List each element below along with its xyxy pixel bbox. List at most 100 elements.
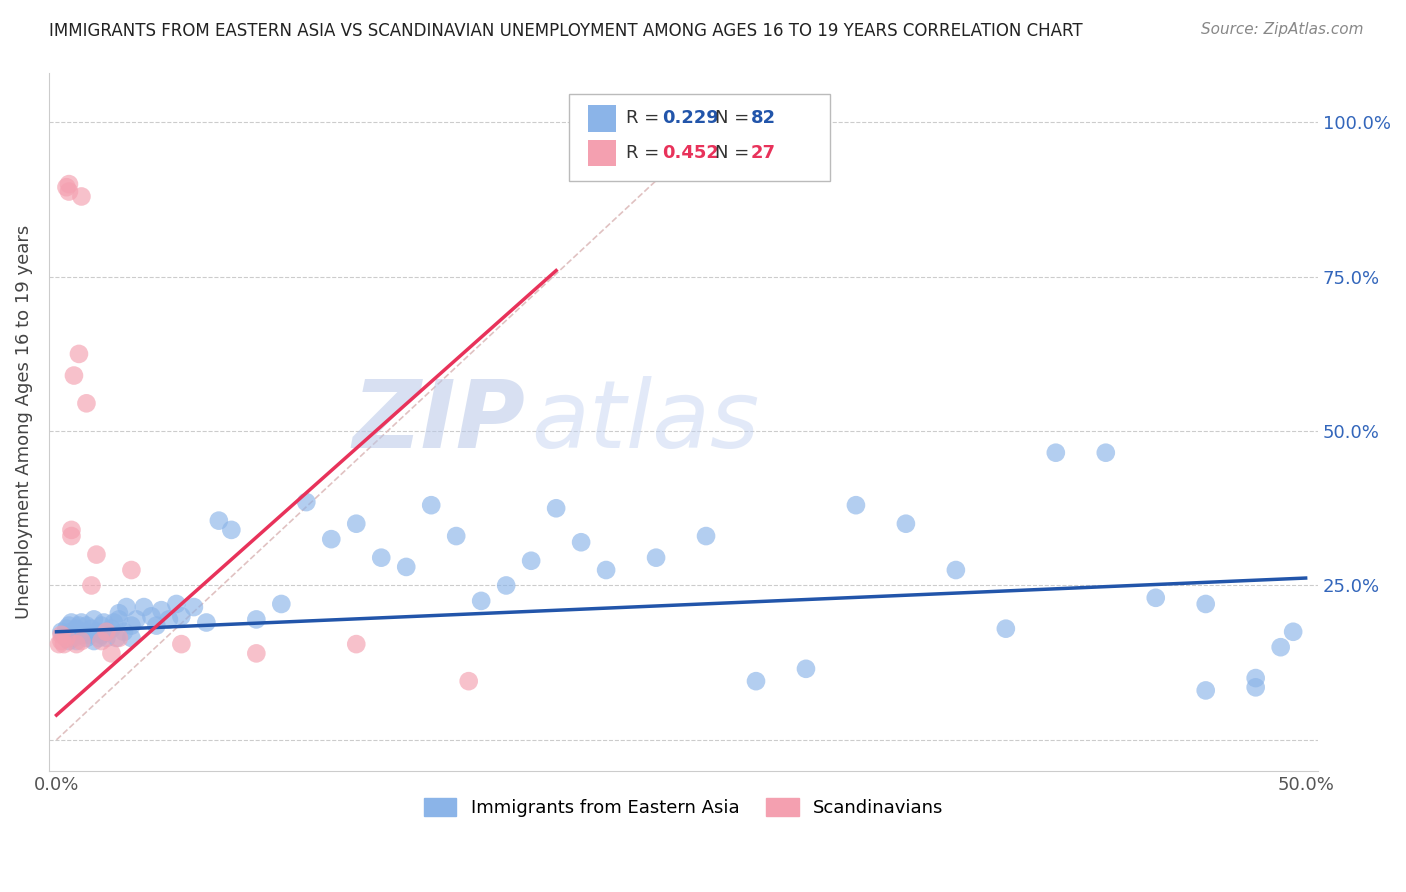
Point xyxy=(444,529,467,543)
Point xyxy=(80,622,103,636)
Point xyxy=(70,189,93,203)
Point xyxy=(120,563,142,577)
Point xyxy=(945,563,967,577)
Point xyxy=(65,637,87,651)
Point xyxy=(75,396,97,410)
Point xyxy=(645,550,668,565)
Point xyxy=(344,637,367,651)
Point xyxy=(132,600,155,615)
Point xyxy=(51,628,73,642)
Text: R =: R = xyxy=(627,110,665,128)
Text: R =: R = xyxy=(627,145,665,162)
Text: 0.452: 0.452 xyxy=(662,145,718,162)
Point xyxy=(87,631,110,645)
Point xyxy=(67,618,90,632)
Point xyxy=(60,523,83,537)
Point xyxy=(520,554,543,568)
Point xyxy=(70,615,93,630)
Text: ZIP: ZIP xyxy=(352,376,524,467)
Legend: Immigrants from Eastern Asia, Scandinavians: Immigrants from Eastern Asia, Scandinavi… xyxy=(416,790,950,824)
Point xyxy=(457,674,479,689)
Point xyxy=(245,612,267,626)
Point xyxy=(150,603,173,617)
Point xyxy=(103,615,125,630)
Point xyxy=(108,606,131,620)
Point xyxy=(63,631,86,645)
Point xyxy=(221,523,243,537)
Point xyxy=(845,498,868,512)
Point xyxy=(125,612,148,626)
Point xyxy=(208,514,231,528)
Point xyxy=(70,634,93,648)
Point xyxy=(1195,683,1218,698)
Point xyxy=(108,612,131,626)
Point xyxy=(1144,591,1167,605)
Text: Source: ZipAtlas.com: Source: ZipAtlas.com xyxy=(1201,22,1364,37)
Point xyxy=(70,628,93,642)
Point xyxy=(83,612,105,626)
Text: 82: 82 xyxy=(751,110,776,128)
Point xyxy=(344,516,367,531)
Point xyxy=(270,597,292,611)
Point xyxy=(1045,446,1067,460)
Text: 0.229: 0.229 xyxy=(662,110,718,128)
Point xyxy=(170,609,193,624)
Point xyxy=(1195,597,1218,611)
Point xyxy=(67,347,90,361)
Point xyxy=(58,634,80,648)
Point xyxy=(86,548,108,562)
Point xyxy=(93,615,115,630)
Point xyxy=(1244,671,1267,685)
Text: 27: 27 xyxy=(751,145,776,162)
Point xyxy=(55,631,77,645)
Point xyxy=(60,529,83,543)
Point xyxy=(1270,640,1292,655)
Point xyxy=(894,516,917,531)
Point xyxy=(120,631,142,645)
Point xyxy=(745,674,768,689)
Point xyxy=(569,535,592,549)
Point xyxy=(65,622,87,636)
Point xyxy=(145,618,167,632)
Point xyxy=(90,628,112,642)
Point xyxy=(60,615,83,630)
Point xyxy=(63,628,86,642)
Point xyxy=(120,618,142,632)
Point xyxy=(55,180,77,194)
Point xyxy=(695,529,717,543)
Bar xyxy=(588,140,616,167)
Point xyxy=(75,618,97,632)
Point xyxy=(115,600,138,615)
Point xyxy=(1282,624,1305,639)
Point xyxy=(96,624,118,639)
Point xyxy=(395,560,418,574)
Point xyxy=(73,624,96,639)
Point xyxy=(75,631,97,645)
Bar xyxy=(588,105,616,132)
Point xyxy=(295,495,318,509)
Point xyxy=(141,609,163,624)
Point xyxy=(58,618,80,632)
Point xyxy=(96,624,118,639)
Point xyxy=(83,634,105,648)
Point xyxy=(65,634,87,648)
Point xyxy=(245,646,267,660)
Point xyxy=(100,646,122,660)
Point xyxy=(108,631,131,645)
Point xyxy=(55,622,77,636)
Text: N =: N = xyxy=(716,110,755,128)
Point xyxy=(52,637,75,651)
Point xyxy=(51,634,73,648)
Point xyxy=(52,628,75,642)
Point xyxy=(63,368,86,383)
Point xyxy=(470,594,492,608)
Point xyxy=(90,634,112,648)
Point xyxy=(58,177,80,191)
Point xyxy=(794,662,817,676)
Y-axis label: Unemployment Among Ages 16 to 19 years: Unemployment Among Ages 16 to 19 years xyxy=(15,225,32,619)
Point xyxy=(157,612,180,626)
Text: atlas: atlas xyxy=(531,376,759,467)
Point xyxy=(58,185,80,199)
Point xyxy=(165,597,187,611)
Point xyxy=(195,615,218,630)
